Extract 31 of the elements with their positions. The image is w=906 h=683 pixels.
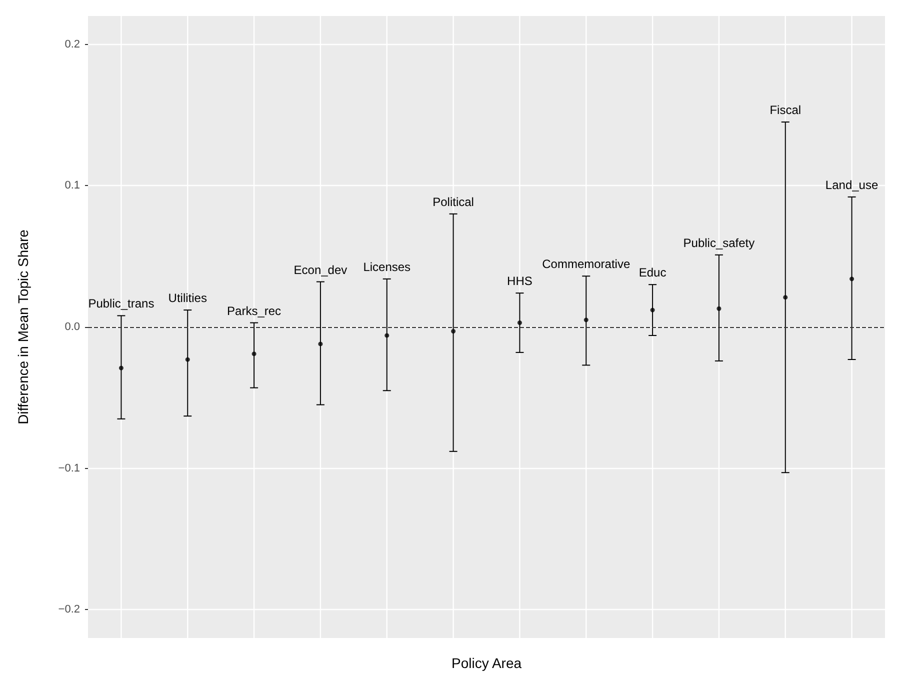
point bbox=[451, 328, 456, 334]
point bbox=[850, 276, 854, 282]
point bbox=[584, 318, 588, 322]
point bbox=[252, 352, 256, 356]
x-tick-label: Parks_rec bbox=[227, 304, 282, 318]
x-tick-label: Licenses bbox=[363, 260, 411, 274]
x-tick-label: Political bbox=[432, 194, 474, 209]
x-tick-label: Fiscal bbox=[770, 103, 802, 118]
point bbox=[185, 357, 190, 362]
x-tick-label: Public_safety bbox=[683, 236, 755, 250]
y-axis-title: Difference in Mean Topic Share bbox=[15, 229, 31, 424]
y-tick-label: 0.2 bbox=[64, 38, 80, 50]
point bbox=[650, 308, 655, 312]
point bbox=[517, 320, 522, 326]
x-tick-label: HHS bbox=[507, 274, 532, 288]
y-tick-label: −0.1 bbox=[58, 462, 80, 474]
y-tick-label: −0.2 bbox=[58, 604, 80, 616]
y-tick-label: 0.0 bbox=[64, 321, 80, 333]
point bbox=[384, 333, 390, 338]
point bbox=[318, 342, 323, 346]
x-tick-label: Public_trans bbox=[88, 296, 154, 311]
y-tick-label: 0.1 bbox=[64, 180, 80, 192]
x-tick-label: Land_use bbox=[825, 178, 878, 192]
point bbox=[716, 306, 722, 311]
x-tick-label: Utilities bbox=[168, 291, 207, 306]
x-axis-title: Policy Area bbox=[451, 655, 522, 671]
x-tick-label: Educ bbox=[638, 266, 666, 280]
x-tick-label: Econ_dev bbox=[294, 262, 348, 277]
x-tick-label: Commemorative bbox=[542, 257, 630, 272]
point bbox=[118, 366, 124, 370]
point bbox=[783, 295, 788, 300]
